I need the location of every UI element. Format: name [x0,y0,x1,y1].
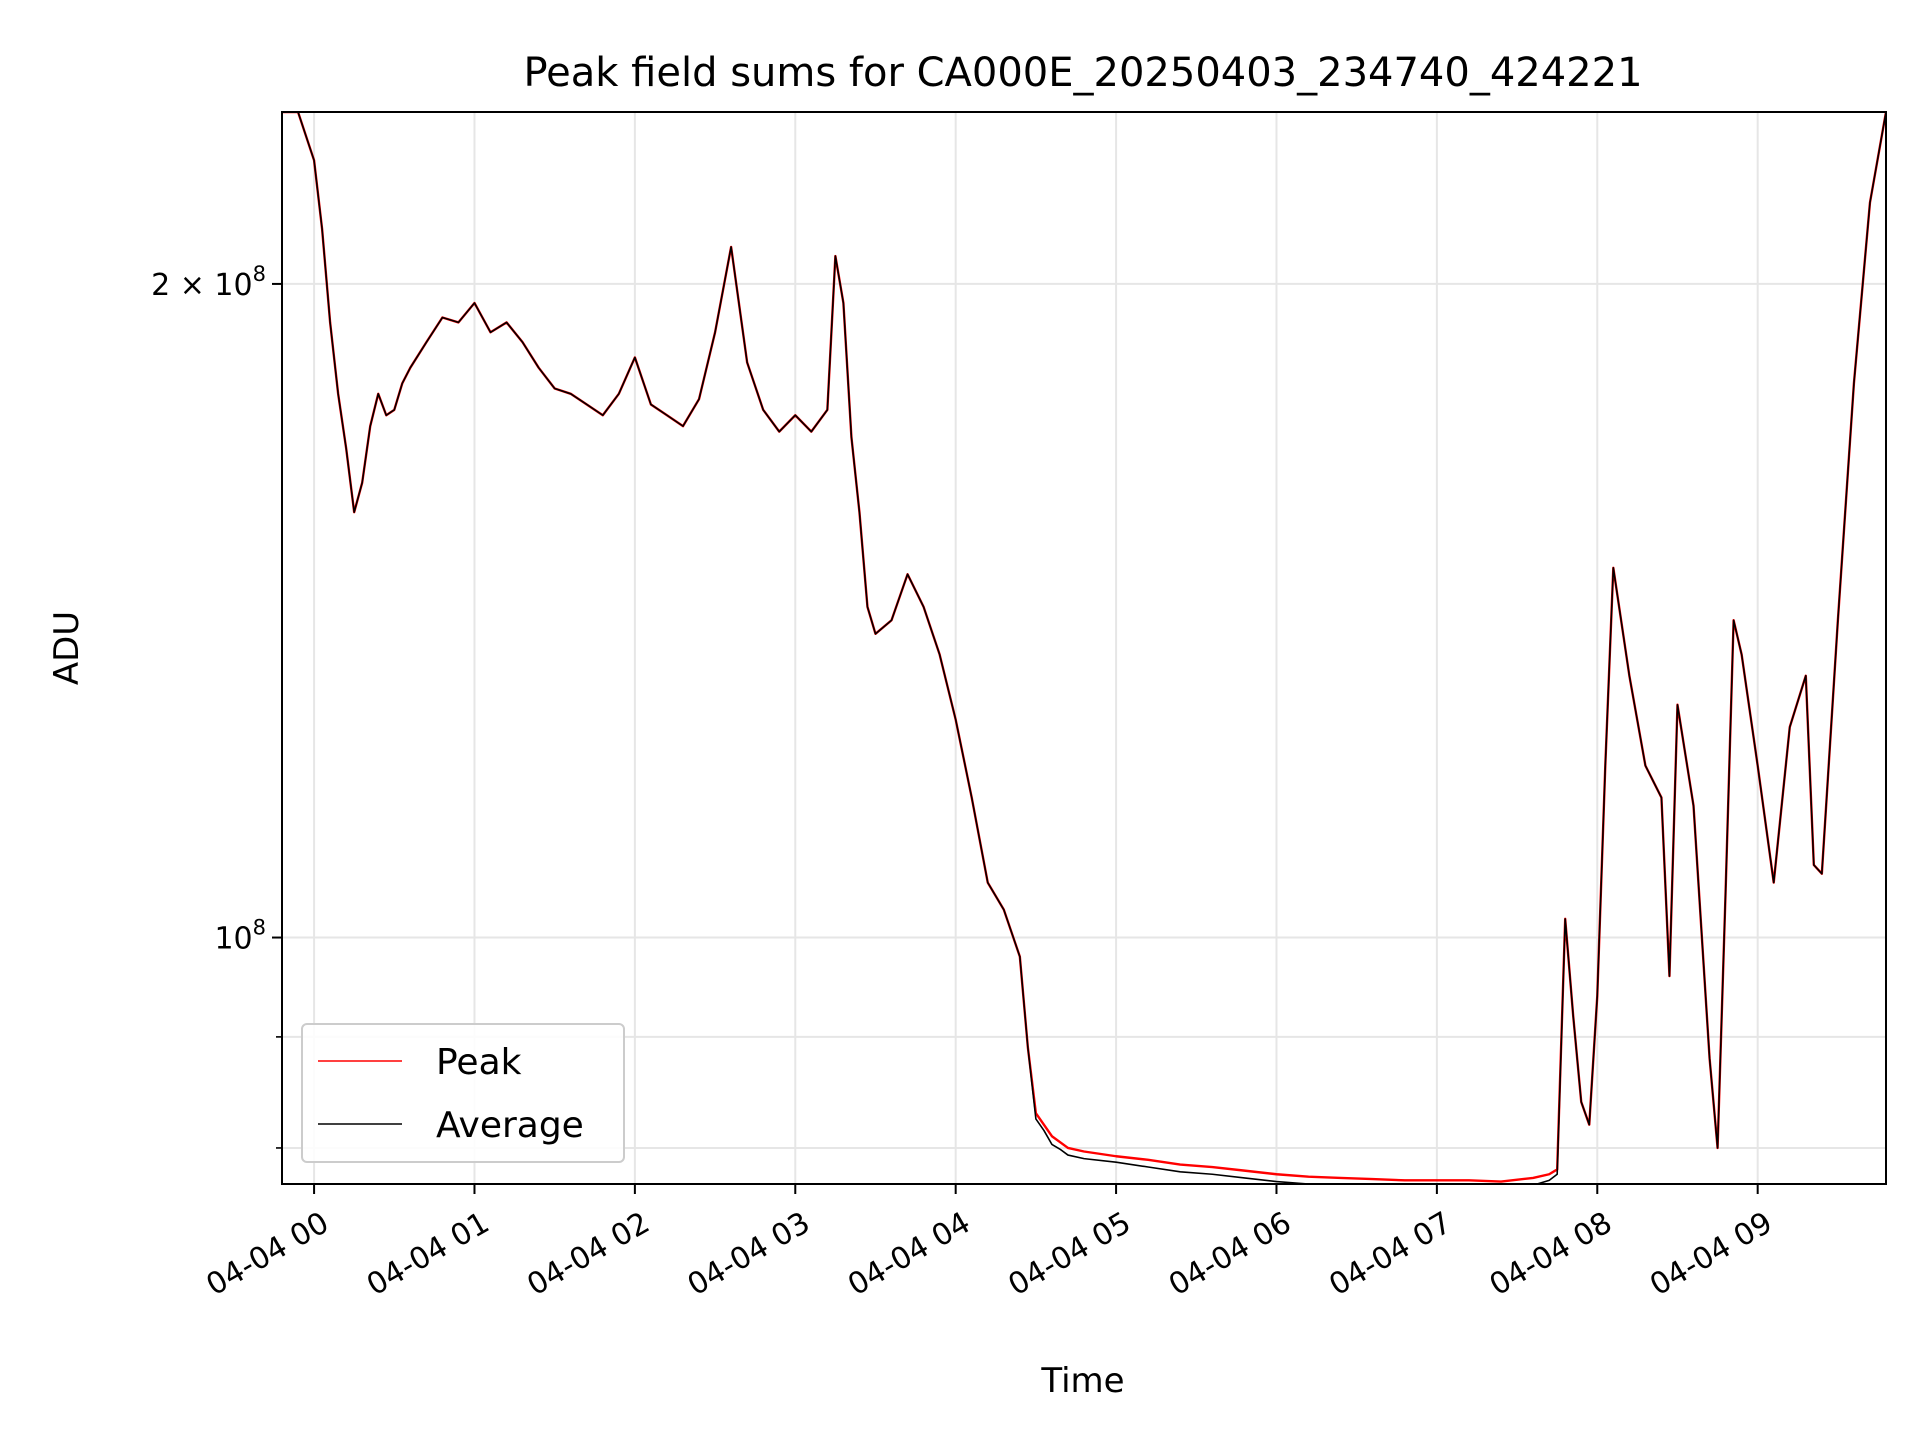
legend-label-average: Average [436,1105,584,1146]
legend-box [301,1023,625,1163]
series-line-average [282,112,1886,1184]
y-tick-label: 2 × 108 [151,262,266,303]
x-axis-title: Time [1040,1361,1124,1401]
y-axis-title: ADU [47,611,87,685]
legend-label-peak: Peak [436,1042,522,1083]
y-axis: 108 2 × 108 [151,262,282,1149]
grid [282,112,1886,1184]
plot-frame [281,111,1887,1185]
legend: Peak Average [301,1023,625,1163]
chart-title: Peak field sums for CA000E_20250403_2347… [523,50,1642,96]
series-lines [282,112,1886,1184]
y-tick-label: 108 [214,916,266,957]
